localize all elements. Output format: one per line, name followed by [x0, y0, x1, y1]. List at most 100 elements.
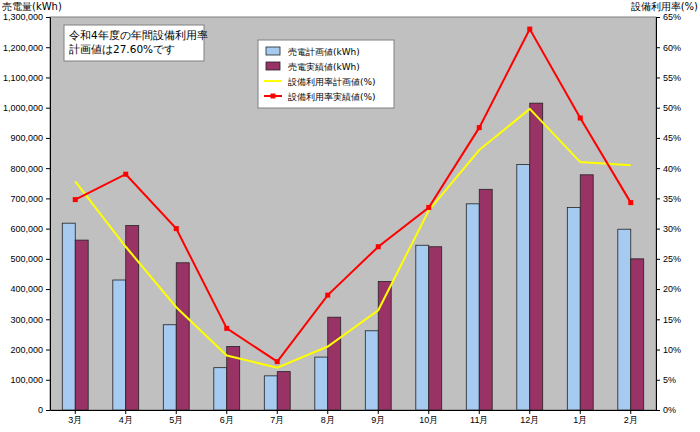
- tick-label: 55%: [663, 73, 681, 83]
- tick-mark: [46, 17, 50, 18]
- bar: [113, 280, 126, 410]
- tick-label: 8月: [321, 415, 335, 425]
- tick-label: 9月: [371, 415, 385, 425]
- tick: 1月: [573, 410, 587, 425]
- tick-label: 0: [38, 405, 43, 415]
- tick-label: 300,000: [10, 315, 43, 325]
- marker: [73, 197, 78, 202]
- tick-label: 100,000: [10, 375, 43, 385]
- tick-label: 600,000: [10, 224, 43, 234]
- tick: 0%: [656, 405, 676, 415]
- tick-label: 35%: [663, 194, 681, 204]
- bar: [214, 368, 227, 410]
- tick-label: 4月: [119, 415, 133, 425]
- bar: [631, 259, 644, 410]
- tick-label: 7月: [270, 415, 284, 425]
- tick-mark: [226, 410, 227, 414]
- tick-label: 25%: [663, 254, 681, 264]
- tick-label: 900,000: [10, 133, 43, 143]
- tick-label: 500,000: [10, 254, 43, 264]
- marker: [527, 27, 532, 32]
- tick-label: 12月: [520, 415, 539, 425]
- tick-label: 60%: [663, 43, 681, 53]
- bar: [580, 175, 593, 410]
- tick: 3月: [68, 410, 82, 425]
- tick: 60%: [656, 43, 681, 53]
- tick: 1,000,000: [3, 103, 50, 113]
- tick-mark: [428, 410, 429, 414]
- tick-label: 15%: [663, 315, 681, 325]
- line: [75, 29, 631, 362]
- legend-box: [258, 40, 394, 108]
- tick-label: 20%: [663, 284, 681, 294]
- tick: 400,000: [10, 284, 50, 294]
- tick: 40%: [656, 164, 681, 174]
- tick-label: 65%: [663, 12, 681, 22]
- tick: 500,000: [10, 254, 50, 264]
- legend-label: 売電計画値(kWh): [288, 47, 360, 57]
- tick-mark: [656, 380, 660, 381]
- tick: 5月: [169, 410, 183, 425]
- legend-label: 売電実績値(kWh): [288, 62, 360, 72]
- legend-marker: [271, 94, 276, 99]
- bar: [479, 189, 492, 410]
- tick-label: 2月: [624, 415, 638, 425]
- bar: [264, 376, 277, 410]
- tick: 4月: [119, 410, 133, 425]
- tick: 300,000: [10, 315, 50, 325]
- tick-mark: [656, 77, 660, 78]
- tick: 800,000: [10, 164, 50, 174]
- tick: 200,000: [10, 345, 50, 355]
- tick-mark: [656, 410, 660, 411]
- plot-area: [50, 17, 656, 410]
- tick: 5%: [656, 375, 676, 385]
- marker: [578, 115, 583, 120]
- bar: [315, 357, 328, 410]
- bar-series: [62, 165, 630, 410]
- tick-label: 6月: [220, 415, 234, 425]
- bar: [328, 317, 341, 410]
- marker: [224, 326, 229, 331]
- bar: [429, 247, 442, 410]
- tick-mark: [630, 410, 631, 414]
- bar: [530, 103, 543, 410]
- tick-label: 30%: [663, 224, 681, 234]
- tick: 1,300,000: [3, 12, 50, 22]
- bar: [416, 245, 429, 410]
- annotation: 令和4年度の年間設備利用率計画値は27.60%です: [64, 25, 208, 61]
- legend-label: 設備利用率実績値(%): [288, 92, 376, 102]
- tick-mark: [125, 410, 126, 414]
- tick-mark: [378, 410, 379, 414]
- tick-mark: [656, 108, 660, 109]
- axis-line: [656, 18, 657, 411]
- tick-mark: [46, 168, 50, 169]
- tick-mark: [46, 138, 50, 139]
- marks: [62, 27, 643, 410]
- tick: 900,000: [10, 133, 50, 143]
- tick-mark: [46, 77, 50, 78]
- tick-label: 40%: [663, 164, 681, 174]
- chart: 3月4月5月6月7月8月9月10月11月12月1月2月0100,000200,0…: [0, 0, 700, 432]
- bar: [163, 325, 176, 410]
- marker: [376, 244, 381, 249]
- tick-label: 1,200,000: [3, 43, 43, 53]
- tick-mark: [580, 410, 581, 414]
- tick-label: 200,000: [10, 345, 43, 355]
- annotation-text: 計画値は27.60%です: [69, 43, 175, 56]
- bar: [277, 372, 290, 410]
- tick: 6月: [220, 410, 234, 425]
- tick-label: 1,300,000: [3, 12, 43, 22]
- tick-mark: [46, 410, 50, 411]
- tick: 25%: [656, 254, 681, 264]
- tick-label: 5月: [169, 415, 183, 425]
- tick-mark: [656, 319, 660, 320]
- marker: [174, 226, 179, 231]
- bar: [176, 263, 189, 410]
- bar: [365, 331, 378, 410]
- marker: [477, 125, 482, 130]
- tick-mark: [46, 380, 50, 381]
- tick: 30%: [656, 224, 681, 234]
- tick: 10月: [419, 410, 438, 425]
- tick: 9月: [371, 410, 385, 425]
- annotation-text: 令和4年度の年間設備利用率: [69, 29, 208, 41]
